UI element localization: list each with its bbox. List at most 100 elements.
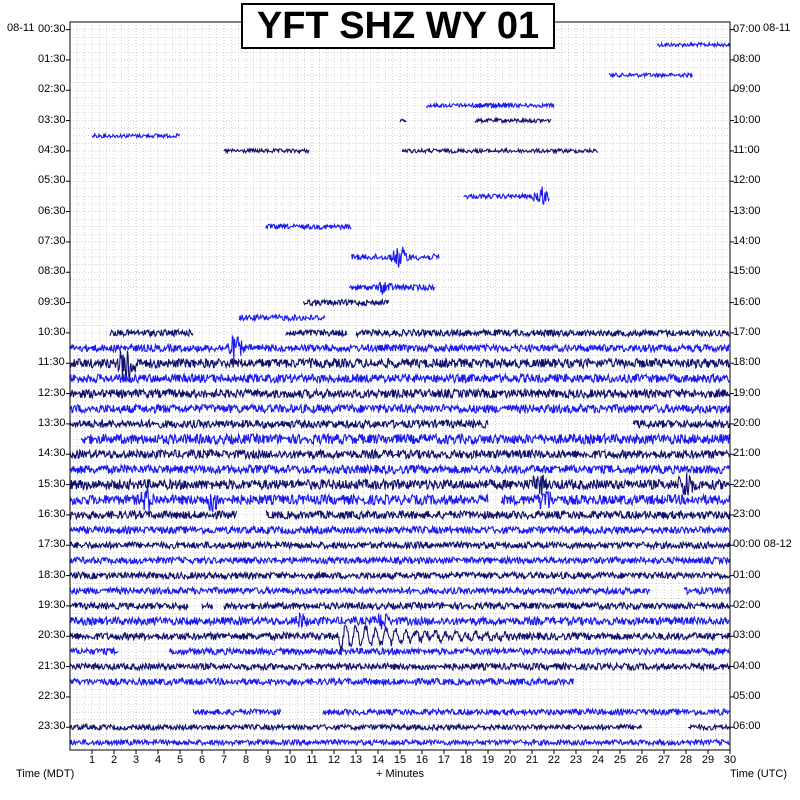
x-tick-label: 7 bbox=[220, 754, 228, 766]
trace-row-37 bbox=[683, 585, 730, 596]
trace-row-6 bbox=[474, 116, 552, 125]
trace-row-20 bbox=[355, 328, 731, 339]
x-tick-label: 23 bbox=[569, 754, 583, 766]
trace-row-46 bbox=[69, 722, 643, 732]
x-tick-label: 12 bbox=[327, 754, 341, 766]
trace-row-45 bbox=[322, 707, 731, 717]
footer-right-label: Time (UTC) bbox=[730, 768, 788, 780]
x-tick-label: 14 bbox=[371, 754, 385, 766]
trace-row-32 bbox=[69, 509, 238, 521]
left-time-label: 01:30 bbox=[38, 52, 66, 65]
trace-row-30 bbox=[69, 472, 730, 496]
x-tick-label: 9 bbox=[264, 754, 272, 766]
right-time-label: 14:00 bbox=[733, 234, 761, 247]
chart-title: YFT SHZ WY 01 bbox=[256, 4, 540, 47]
left-time-label: 14:30 bbox=[38, 447, 66, 460]
right-time-label: 22:00 bbox=[733, 477, 761, 490]
trace-row-25 bbox=[69, 402, 730, 416]
x-tick-label: 4 bbox=[154, 754, 162, 766]
trace-row-31 bbox=[69, 486, 489, 513]
axis-ticks bbox=[66, 29, 734, 754]
trace-row-36 bbox=[69, 570, 730, 581]
trace-row-19 bbox=[238, 313, 326, 323]
x-tick-label: 28 bbox=[679, 754, 693, 766]
right-time-label: 07:00 bbox=[733, 22, 761, 35]
trace-row-28 bbox=[69, 447, 730, 461]
right-time-label: 11:00 bbox=[733, 143, 760, 156]
date-label-left: 08-11 bbox=[7, 22, 35, 34]
trace-row-41 bbox=[168, 646, 731, 657]
right-time-label: 16:00 bbox=[733, 295, 761, 308]
left-time-label: 19:30 bbox=[38, 598, 66, 611]
left-time-label: 07:30 bbox=[38, 234, 66, 247]
trace-row-33 bbox=[69, 524, 730, 536]
x-tick-label: 25 bbox=[613, 754, 627, 766]
left-time-label: 03:30 bbox=[38, 113, 66, 126]
x-tick-label: 6 bbox=[198, 754, 206, 766]
left-time-label: 13:30 bbox=[38, 416, 66, 429]
right-time-label: 17:00 bbox=[733, 325, 761, 338]
trace-row-35 bbox=[69, 555, 730, 566]
trace-row-27 bbox=[80, 432, 731, 447]
seismic-traces bbox=[69, 40, 731, 748]
left-time-label: 15:30 bbox=[38, 477, 66, 490]
trace-row-40 bbox=[69, 624, 730, 653]
left-time-label: 21:30 bbox=[38, 659, 66, 672]
right-time-label: 23:00 bbox=[733, 507, 761, 520]
right-time-label: 18:00 bbox=[733, 356, 761, 369]
x-tick-label: 10 bbox=[283, 754, 297, 766]
trace-row-37 bbox=[69, 585, 651, 597]
right-time-label: 10:00 bbox=[733, 113, 761, 126]
left-time-label: 18:30 bbox=[38, 568, 66, 581]
trace-row-45 bbox=[192, 707, 282, 717]
trace-row-43 bbox=[69, 676, 574, 688]
left-time-label: 17:30 bbox=[38, 538, 66, 551]
right-time-label: 01:00 bbox=[733, 568, 761, 581]
trace-row-20 bbox=[109, 327, 194, 338]
grid-lines bbox=[70, 22, 730, 750]
left-time-label: 20:30 bbox=[38, 629, 66, 642]
trace-row-5 bbox=[425, 101, 511, 110]
trace-row-26 bbox=[69, 417, 489, 430]
x-tick-label: 29 bbox=[701, 754, 715, 766]
trace-row-21 bbox=[69, 334, 730, 362]
trace-row-46 bbox=[687, 723, 731, 732]
trace-row-38 bbox=[69, 600, 189, 612]
x-tick-label: 13 bbox=[349, 754, 363, 766]
x-tick-label: 30 bbox=[723, 754, 737, 766]
right-time-label: 21:00 bbox=[733, 447, 761, 460]
trace-row-39 bbox=[69, 612, 730, 630]
trace-row-11 bbox=[463, 186, 550, 206]
x-tick-label: 15 bbox=[393, 754, 407, 766]
right-time-label: 04:00 bbox=[733, 659, 761, 672]
trace-row-29 bbox=[69, 463, 730, 476]
right-time-label: 02:00 bbox=[733, 598, 761, 611]
trace-row-17 bbox=[348, 281, 436, 296]
left-time-label: 06:30 bbox=[38, 204, 66, 217]
trace-row-1 bbox=[656, 40, 731, 49]
x-tick-label: 24 bbox=[591, 754, 605, 766]
x-tick-label: 16 bbox=[415, 754, 429, 766]
trace-row-5 bbox=[474, 101, 555, 110]
right-time-label: 15:00 bbox=[733, 265, 761, 278]
left-time-label: 12:30 bbox=[38, 386, 66, 399]
trace-row-32 bbox=[265, 508, 731, 521]
right-time-label: 03:00 bbox=[733, 629, 761, 642]
trace-row-8 bbox=[401, 146, 598, 155]
right-time-label: 00:00 08-12 bbox=[733, 538, 792, 551]
x-tick-label: 17 bbox=[437, 754, 451, 766]
left-time-label: 16:30 bbox=[38, 507, 66, 520]
left-time-label: 23:30 bbox=[38, 720, 66, 733]
trace-row-26 bbox=[632, 418, 731, 430]
x-tick-label: 18 bbox=[459, 754, 473, 766]
right-time-label: 06:00 bbox=[733, 720, 761, 733]
trace-row-34 bbox=[69, 539, 730, 551]
trace-row-8 bbox=[223, 147, 310, 155]
right-time-label: 13:00 bbox=[733, 204, 761, 217]
trace-row-7 bbox=[91, 132, 181, 140]
x-tick-label: 20 bbox=[503, 754, 517, 766]
trace-row-20 bbox=[285, 328, 348, 338]
x-tick-label: 1 bbox=[88, 754, 96, 766]
trace-row-24 bbox=[69, 387, 730, 400]
